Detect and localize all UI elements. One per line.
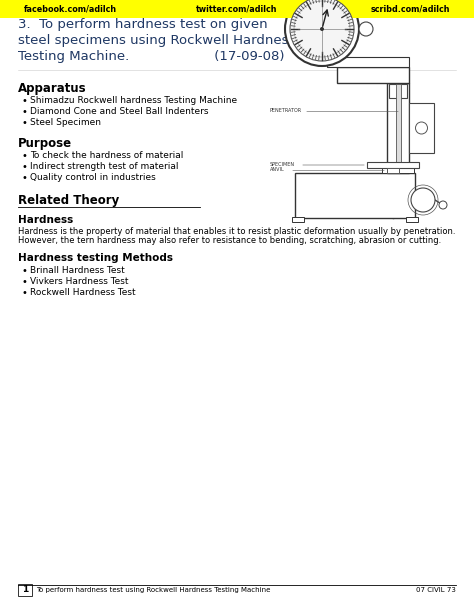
Text: To perform hardness test using Rockwell Hardness Testing Machine: To perform hardness test using Rockwell … [36,587,270,593]
Text: Brinall Hardness Test: Brinall Hardness Test [30,266,125,275]
Text: 3.  To perform hardness test on given: 3. To perform hardness test on given [18,18,268,31]
Bar [406,217,418,222]
Text: 1: 1 [22,585,28,595]
Circle shape [416,122,428,134]
Bar [389,84,407,98]
Bar [409,103,434,153]
Text: Shimadzu Rockwell hardness Testing Machine: Shimadzu Rockwell hardness Testing Machi… [30,96,237,105]
Bar [387,83,409,173]
Text: Hardness testing Methods: Hardness testing Methods [18,253,173,263]
Text: •: • [22,277,28,287]
Text: Hardness: Hardness [18,215,73,225]
Text: Vivkers Hardness Test: Vivkers Hardness Test [30,277,128,286]
Text: Indirect strength test of material: Indirect strength test of material [30,162,179,171]
Text: •: • [22,107,28,117]
Bar [367,162,419,168]
Text: Hardness is the property of material that enables it to resist plastic deformati: Hardness is the property of material tha… [18,227,456,236]
Text: ANVIL: ANVIL [270,167,285,172]
Bar [292,217,304,222]
Bar [295,173,415,218]
Text: •: • [22,288,28,298]
Bar [18,584,32,596]
Text: •: • [22,173,28,183]
Text: Quality control in industries: Quality control in industries [30,173,156,182]
Bar [337,67,409,83]
Text: facebook.com/adilch: facebook.com/adilch [24,4,117,13]
Bar [327,57,409,67]
Text: Steel Specimen: Steel Specimen [30,118,101,127]
Circle shape [359,22,373,36]
Text: Related Theory: Related Theory [18,194,119,207]
Text: twitter.com/adilch: twitter.com/adilch [196,4,278,13]
Text: SPECIMEN: SPECIMEN [270,161,295,167]
Text: Diamond Cone and Steel Ball Indenters: Diamond Cone and Steel Ball Indenters [30,107,209,116]
Bar [387,168,399,173]
Bar [396,84,401,163]
Text: Purpose: Purpose [18,137,72,150]
Circle shape [285,0,359,66]
Bar [0,0,474,18]
Text: 07 CIVIL 73: 07 CIVIL 73 [416,587,456,593]
Text: Testing Machine.                    (17-09-08): Testing Machine. (17-09-08) [18,50,284,63]
Circle shape [290,0,354,61]
Circle shape [320,27,324,31]
Text: Apparatus: Apparatus [18,82,87,95]
Text: •: • [22,162,28,172]
Text: •: • [22,118,28,128]
Text: •: • [22,151,28,161]
Text: PENETRATOR: PENETRATOR [270,108,302,113]
Text: steel specimens using Rockwell Hardness: steel specimens using Rockwell Hardness [18,34,295,47]
Text: Rockwell Hardness Test: Rockwell Hardness Test [30,288,136,297]
Text: •: • [22,266,28,276]
Text: However, the tern hardness may also refer to resistance to bending, scratching, : However, the tern hardness may also refe… [18,236,441,245]
Text: scribd.com/adilch: scribd.com/adilch [371,4,450,13]
Text: •: • [22,96,28,106]
Circle shape [411,188,435,212]
Circle shape [439,201,447,209]
Text: To check the hardness of material: To check the hardness of material [30,151,183,160]
Bar [382,165,414,173]
